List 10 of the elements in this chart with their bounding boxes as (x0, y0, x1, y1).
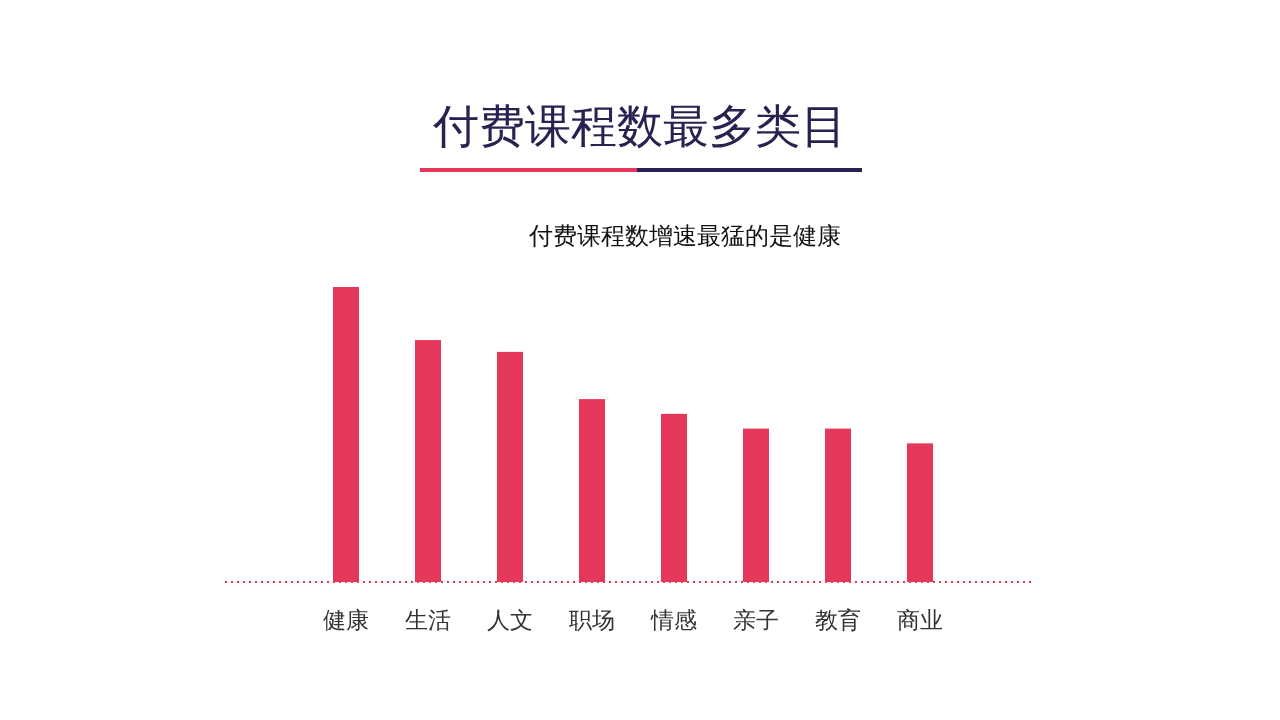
x-tick-label: 职场 (569, 607, 615, 633)
x-tick-label: 健康 (323, 607, 369, 633)
chart-title: 付费课程数最多类目 (432, 99, 847, 153)
x-tick-label: 亲子 (733, 607, 779, 633)
x-tick-label: 商业 (897, 607, 943, 633)
x-tick-label: 情感 (650, 607, 697, 633)
x-tick-label: 人文 (487, 607, 533, 633)
chart-subtitle: 付费课程数增速最猛的是健康 (528, 222, 841, 250)
x-tick-label: 生活 (405, 607, 451, 633)
x-tick-label: 教育 (815, 607, 861, 633)
